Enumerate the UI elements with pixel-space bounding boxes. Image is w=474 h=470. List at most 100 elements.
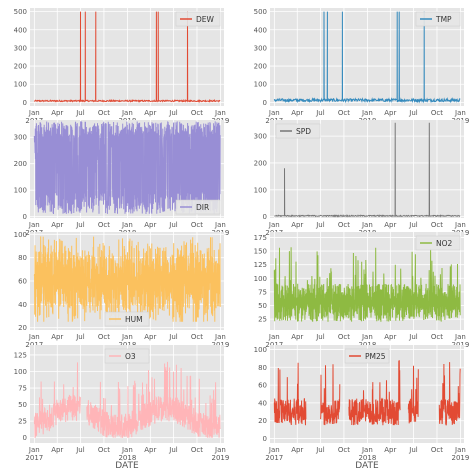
series-line-dir — [33, 121, 221, 215]
x-tick-label: Jan — [268, 446, 280, 454]
y-tick-label: 0 — [263, 435, 267, 443]
y-tick-label: 60 — [258, 382, 267, 390]
x-tick-label: Apr — [144, 333, 156, 341]
series-line-o3 — [86, 361, 221, 438]
x-tick-label: Jul — [168, 109, 178, 117]
y-tick-label: 0 — [263, 213, 267, 221]
x-tick-label: Oct — [338, 333, 350, 341]
x-tick-label: Jan — [454, 446, 466, 454]
x-tick-label: Oct — [431, 221, 443, 229]
y-tick-label: 125 — [14, 351, 27, 359]
panel-dew: 0100200300400500Jan2017AprJulOctJan2018A… — [14, 8, 229, 125]
x-tick-label: Jul — [168, 333, 178, 341]
y-tick-label: 175 — [254, 234, 267, 242]
x-tick-label: Jan — [454, 221, 466, 229]
legend-label: DIR — [196, 203, 209, 212]
series-line-o3 — [33, 362, 81, 438]
series-line-spd — [274, 122, 461, 218]
y-tick-label: 100 — [14, 187, 27, 195]
y-tick-label: 125 — [254, 261, 267, 269]
x-tick-label: Jul — [315, 221, 325, 229]
legend: NO2 — [415, 235, 461, 251]
legend-label: PM25 — [365, 352, 386, 361]
x-tick-label: Jan — [28, 109, 40, 117]
legend-label: HUM — [125, 315, 143, 324]
y-tick-label: 0 — [23, 99, 27, 107]
x-tick-label: Oct — [191, 109, 203, 117]
y-tick-label: 0 — [23, 213, 27, 221]
x-tick-label: Jan — [268, 333, 280, 341]
legend: DEW — [175, 11, 221, 27]
y-tick-label: 75 — [258, 288, 267, 296]
x-tick-label: Jul — [315, 446, 325, 454]
y-tick-label: 80 — [18, 254, 27, 262]
x-tick-label: Jan — [214, 109, 226, 117]
x-tick-label: Oct — [98, 446, 110, 454]
y-tick-label: 100 — [254, 81, 267, 89]
legend: TMP — [415, 11, 461, 27]
x-tick-label: Oct — [191, 446, 203, 454]
legend-label: TMP — [435, 15, 452, 24]
x-tick-label: Jul — [75, 221, 85, 229]
y-tick-label: 100 — [14, 81, 27, 89]
panel-hum: 20406080100Jan2017AprJulOctJan2018AprJul… — [14, 231, 230, 349]
y-tick-label: 150 — [254, 248, 267, 256]
y-tick-label: 100 — [14, 231, 27, 239]
y-tick-label: 50 — [258, 302, 267, 310]
x-tick-label: 2019 — [452, 454, 470, 462]
x-tick-label: Jan — [214, 221, 226, 229]
x-tick-label: Apr — [384, 109, 396, 117]
legend-label: DEW — [196, 15, 215, 24]
y-tick-label: 75 — [18, 385, 27, 393]
x-tick-label: Oct — [98, 333, 110, 341]
x-tick-label: Jan — [361, 446, 373, 454]
x-tick-label: Jan — [268, 221, 280, 229]
x-tick-label: Oct — [191, 333, 203, 341]
x-tick-label: Apr — [291, 109, 303, 117]
legend-label: O3 — [125, 352, 136, 361]
x-tick-label: Jul — [168, 221, 178, 229]
series-line-hum — [33, 236, 221, 322]
x-axis-title: DATE — [355, 461, 379, 470]
x-tick-label: Apr — [291, 221, 303, 229]
x-tick-label: Oct — [338, 446, 350, 454]
panel-spd: 0100200300Jan2017AprJulOctJan2018AprJulO… — [254, 120, 469, 237]
y-tick-label: 100 — [254, 346, 267, 354]
legend-label: SPD — [296, 127, 311, 136]
x-tick-label: Oct — [431, 446, 443, 454]
x-tick-label: Apr — [291, 446, 303, 454]
x-tick-label: Apr — [384, 333, 396, 341]
x-tick-label: Apr — [144, 109, 156, 117]
series-line-no2 — [273, 247, 461, 322]
y-tick-label: 200 — [254, 159, 267, 167]
x-tick-label: Jan — [361, 333, 373, 341]
legend: PM25 — [344, 348, 390, 364]
x-tick-label: Oct — [338, 109, 350, 117]
y-tick-label: 500 — [14, 8, 27, 16]
y-tick-label: 20 — [18, 324, 27, 332]
x-tick-label: Apr — [51, 446, 63, 454]
x-tick-label: Jan — [121, 221, 133, 229]
x-tick-label: Jan — [361, 221, 373, 229]
x-tick-label: Jan — [121, 333, 133, 341]
x-tick-label: 2018 — [118, 454, 136, 462]
x-tick-label: Oct — [338, 221, 350, 229]
y-tick-label: 300 — [14, 44, 27, 52]
x-tick-label: Jan — [454, 109, 466, 117]
y-tick-label: 500 — [254, 8, 267, 16]
panel-no2: 255075100125150175Jan2017AprJulOctJan201… — [254, 232, 469, 349]
legend: DIR — [175, 199, 221, 215]
series-line-pm25 — [273, 362, 307, 426]
x-tick-label: Apr — [144, 221, 156, 229]
x-tick-label: Jul — [75, 446, 85, 454]
x-tick-label: Apr — [144, 446, 156, 454]
x-tick-label: Jul — [315, 333, 325, 341]
x-tick-label: Jul — [315, 109, 325, 117]
y-tick-label: 100 — [254, 275, 267, 283]
x-tick-label: Jan — [121, 446, 133, 454]
x-tick-label: Jan — [28, 333, 40, 341]
x-tick-label: Jan — [28, 446, 40, 454]
x-tick-label: Jul — [408, 221, 418, 229]
y-tick-label: 60 — [18, 278, 27, 286]
